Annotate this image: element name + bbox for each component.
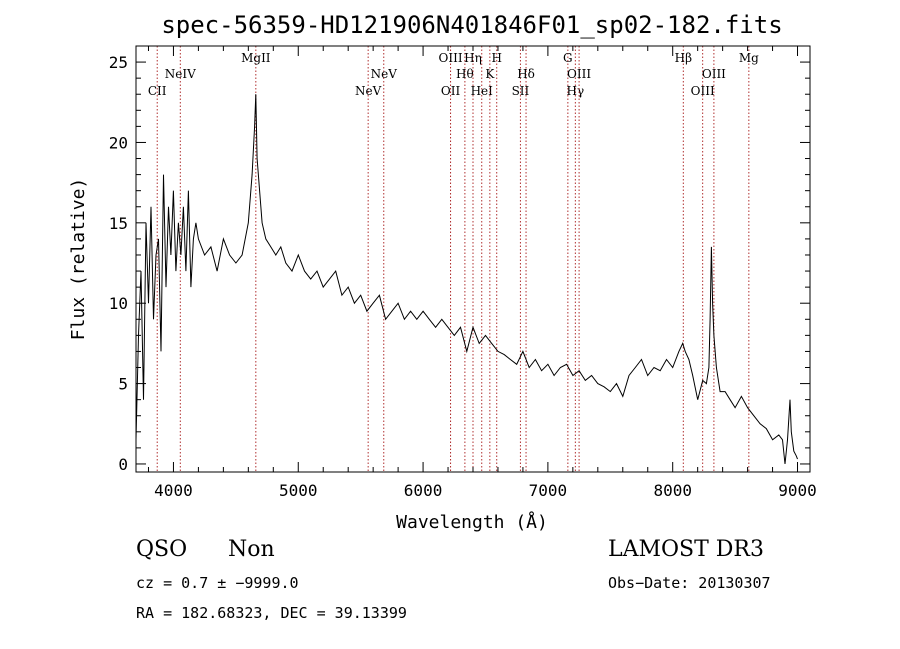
- line-label-11: H: [491, 51, 501, 65]
- y-tick-label-5: 25: [109, 53, 128, 72]
- redshift-cz: cz = 0.7 ± −9999.0: [136, 574, 299, 592]
- line-label-1: NeIV: [165, 67, 196, 81]
- line-label-17: Hβ: [675, 51, 692, 65]
- x-tick-label-0: 4000: [154, 481, 193, 500]
- x-tick-label-5: 9000: [778, 481, 817, 500]
- line-label-8: Hη: [464, 51, 482, 65]
- y-tick-label-0: 0: [118, 455, 128, 474]
- object-class: QSO: [136, 537, 188, 562]
- object-subclass: Non: [228, 537, 275, 562]
- x-tick-label-1: 5000: [279, 481, 318, 500]
- line-label-18: OIII: [691, 84, 715, 98]
- line-label-0: CII: [148, 84, 167, 98]
- y-tick-label-4: 20: [109, 133, 128, 152]
- line-label-7: Hθ: [456, 67, 474, 81]
- y-axis: 0 5 10 15 20 25: [109, 53, 810, 474]
- y-axis-label: Flux (relative): [68, 178, 89, 341]
- line-label-20: Mg: [739, 51, 759, 65]
- line-label-9: HeI: [471, 84, 494, 98]
- line-label-3: NeV: [355, 84, 382, 98]
- line-label-14: G: [563, 51, 573, 65]
- line-label-4: NeV: [371, 67, 398, 81]
- x-tick-label-2: 6000: [404, 481, 443, 500]
- obs-date: Obs−Date: 20130307: [608, 574, 771, 592]
- x-tick-label-3: 7000: [529, 481, 568, 500]
- line-label-15: Hγ: [567, 84, 585, 98]
- line-label-6: OIII: [439, 51, 463, 65]
- line-label-12: SII: [512, 84, 530, 98]
- x-axis-label: Wavelength (Å): [396, 511, 548, 533]
- chart-title: spec-56359-HD121906N401846F01_sp02-182.f…: [161, 11, 782, 39]
- x-tick-label-4: 8000: [653, 481, 692, 500]
- line-label-13: Hδ: [517, 67, 535, 81]
- line-label-5: OII: [441, 84, 461, 98]
- y-tick-label-3: 15: [109, 214, 128, 233]
- line-label-10: K: [485, 67, 495, 81]
- line-label-16: OIII: [567, 67, 591, 81]
- line-label-2: MgII: [241, 51, 271, 65]
- spectrum-series-line: [135, 94, 798, 465]
- ra-dec: RA = 182.68323, DEC = 39.13399: [136, 604, 407, 622]
- x-axis: 4000 5000 6000 7000 8000 9000: [147, 46, 817, 500]
- y-tick-label-2: 10: [109, 294, 128, 313]
- line-markers: CII NeIV MgII NeV NeV OII OIII Hθ Hη HeI KH SII Hδ G H…: [148, 46, 759, 472]
- line-label-19: OIII: [702, 67, 726, 81]
- survey-name: LAMOST DR3: [608, 537, 764, 562]
- y-tick-label-1: 5: [118, 375, 128, 394]
